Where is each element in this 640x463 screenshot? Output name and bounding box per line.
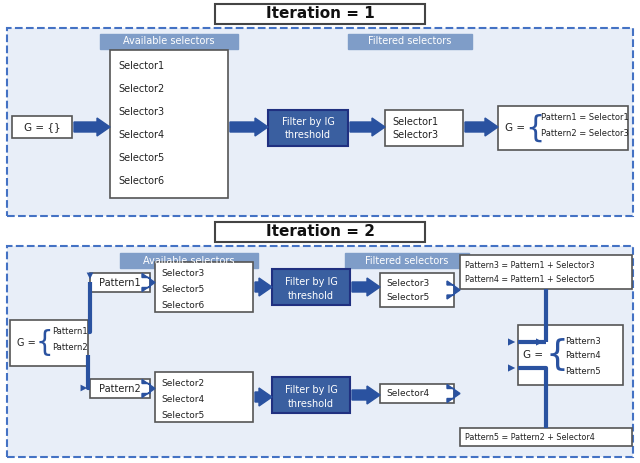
Bar [120, 253, 258, 268]
Bar [518, 325, 623, 385]
Text: Selector3: Selector3 [386, 280, 429, 288]
Text: Selector2: Selector2 [118, 84, 164, 94]
Bar [90, 273, 150, 292]
Text: Pattern5: Pattern5 [565, 367, 600, 375]
Bar [385, 110, 463, 146]
Bar [155, 262, 253, 312]
Bar [7, 28, 633, 216]
Bar [215, 4, 425, 24]
Bar [110, 50, 228, 198]
Polygon shape [350, 118, 385, 136]
Text: Pattern1 = Selector1: Pattern1 = Selector1 [541, 113, 628, 123]
Text: G =: G = [17, 338, 36, 348]
Bar [272, 377, 350, 413]
Text: Selector3: Selector3 [392, 130, 438, 140]
Bar [460, 255, 632, 289]
Text: Iteration = 1: Iteration = 1 [266, 6, 374, 21]
Polygon shape [142, 380, 155, 398]
Text: Filter by IG: Filter by IG [285, 277, 337, 287]
Polygon shape [74, 118, 110, 136]
Bar [215, 222, 425, 242]
Text: G =: G = [505, 123, 525, 133]
Text: G =: G = [523, 350, 543, 360]
Text: {: { [36, 329, 54, 357]
Polygon shape [255, 388, 272, 406]
Bar [268, 110, 348, 146]
Text: Pattern2: Pattern2 [99, 383, 141, 394]
Polygon shape [465, 118, 498, 136]
Text: threshold: threshold [285, 130, 331, 140]
Bar [155, 372, 253, 422]
Text: Selector4: Selector4 [386, 389, 429, 398]
Bar [460, 428, 632, 446]
Text: Pattern2 = Selector3: Pattern2 = Selector3 [541, 129, 629, 138]
Text: Pattern3 = Pattern1 + Selector3: Pattern3 = Pattern1 + Selector3 [465, 262, 595, 270]
Text: Selector5: Selector5 [118, 153, 164, 163]
Text: Pattern1: Pattern1 [52, 327, 88, 337]
Text: Selector5: Selector5 [161, 412, 204, 420]
Bar [10, 320, 88, 366]
Text: Pattern5 = Pattern2 + Selector4: Pattern5 = Pattern2 + Selector4 [465, 432, 595, 442]
Text: Available selectors: Available selectors [143, 256, 235, 265]
Polygon shape [230, 118, 268, 136]
Polygon shape [255, 278, 272, 296]
Bar [12, 116, 72, 138]
Text: Iteration = 2: Iteration = 2 [266, 225, 374, 239]
Text: Selector1: Selector1 [118, 61, 164, 71]
Text: Selector3: Selector3 [161, 269, 204, 279]
Bar [380, 384, 454, 403]
Text: Selector6: Selector6 [161, 301, 204, 311]
Bar [100, 34, 238, 49]
Text: Selector2: Selector2 [161, 380, 204, 388]
Polygon shape [352, 278, 380, 296]
Polygon shape [142, 274, 155, 292]
Text: Selector5: Selector5 [386, 294, 429, 302]
Text: threshold: threshold [288, 399, 334, 409]
Text: Pattern4: Pattern4 [565, 351, 600, 361]
Text: Selector1: Selector1 [392, 117, 438, 127]
Text: threshold: threshold [288, 291, 334, 301]
Text: Pattern1: Pattern1 [99, 277, 141, 288]
Text: {: { [525, 113, 545, 143]
Text: Selector3: Selector3 [118, 107, 164, 117]
Text: Filtered selectors: Filtered selectors [365, 256, 449, 265]
Bar [90, 379, 150, 398]
Bar [345, 253, 469, 268]
Bar [7, 246, 633, 457]
Text: {: { [546, 338, 569, 372]
Polygon shape [447, 384, 460, 402]
Text: Filter by IG: Filter by IG [282, 117, 335, 127]
Text: Selector6: Selector6 [118, 176, 164, 186]
Bar [380, 273, 454, 307]
Text: G = {}: G = {} [24, 122, 60, 132]
Text: Available selectors: Available selectors [124, 37, 215, 46]
Text: Filtered selectors: Filtered selectors [368, 37, 452, 46]
Bar [272, 269, 350, 305]
Text: Selector4: Selector4 [118, 130, 164, 140]
Text: Filter by IG: Filter by IG [285, 385, 337, 395]
Text: Selector5: Selector5 [161, 286, 204, 294]
Polygon shape [447, 281, 460, 299]
Bar [498, 106, 628, 150]
Polygon shape [352, 386, 380, 404]
Text: Pattern2: Pattern2 [52, 343, 88, 351]
Bar [348, 34, 472, 49]
Text: Pattern4 = Pattern1 + Selector5: Pattern4 = Pattern1 + Selector5 [465, 275, 595, 284]
Text: Pattern3: Pattern3 [565, 338, 601, 346]
Text: Selector4: Selector4 [161, 395, 204, 405]
